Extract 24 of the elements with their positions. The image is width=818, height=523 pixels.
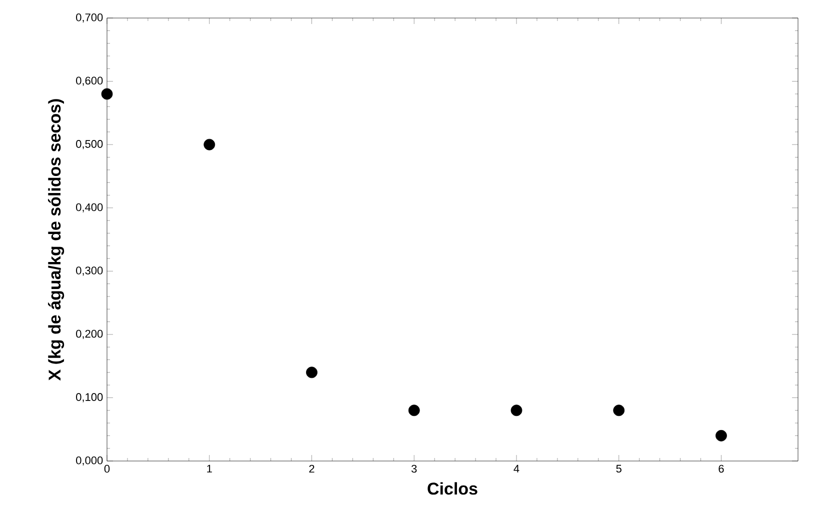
y-tick-label: 0,500 bbox=[76, 140, 103, 150]
y-tick-label: 0,400 bbox=[76, 203, 103, 212]
x-tick-label: 6 bbox=[718, 464, 724, 473]
y-tick-label: 0,700 bbox=[76, 13, 103, 23]
y-tick-label: 0,100 bbox=[76, 393, 103, 402]
x-tick-label: 1 bbox=[207, 464, 212, 472]
point bbox=[101, 88, 113, 100]
point bbox=[613, 404, 625, 416]
point bbox=[716, 430, 727, 442]
y-tick-label: 0,600 bbox=[76, 76, 103, 86]
x-tick-label: 2 bbox=[309, 464, 314, 473]
point bbox=[306, 366, 318, 378]
x-tick-label: 4 bbox=[514, 464, 520, 472]
y-tick-label: 0,300 bbox=[76, 266, 103, 276]
y-tick-label: 0,000 bbox=[76, 456, 103, 466]
x-tick-label: 5 bbox=[616, 464, 622, 473]
y-axis-title: X (kg de água/kg de sólidos secos) bbox=[48, 99, 64, 381]
point bbox=[510, 404, 522, 416]
y-tick-label: 0,200 bbox=[76, 330, 103, 339]
x-tick-label: 3 bbox=[411, 464, 417, 473]
x-tick-label: 0 bbox=[104, 464, 110, 473]
point bbox=[204, 138, 216, 150]
x-axis-title: Ciclos bbox=[428, 482, 478, 495]
point bbox=[408, 404, 420, 416]
